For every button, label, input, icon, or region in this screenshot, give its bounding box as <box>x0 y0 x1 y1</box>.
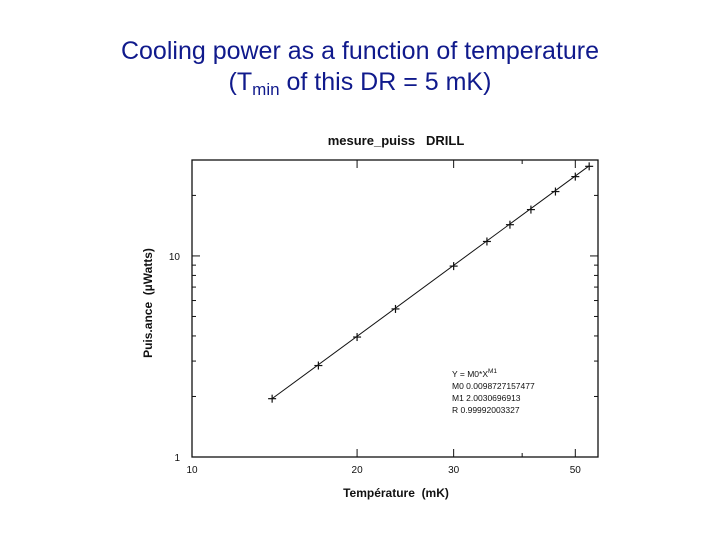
data-point <box>449 262 458 271</box>
data-point <box>314 361 323 370</box>
x-tick-label: 10 <box>186 465 198 476</box>
data-point <box>391 304 400 313</box>
chart-title: mesure_puiss DRILL <box>328 133 465 148</box>
axis-ticks <box>192 159 598 457</box>
tick-labels: 10 20 30 50 1 10 <box>169 252 581 476</box>
data-point <box>526 205 535 214</box>
slide-title-subscript: min <box>252 80 280 99</box>
data-point <box>482 237 491 246</box>
slide-title-line-1: Cooling power as a function of temperatu… <box>120 37 600 65</box>
x-tick-label: 30 <box>448 465 460 476</box>
fit-annotation: R 0.99992003327 <box>452 405 520 415</box>
y-tick-label: 1 <box>174 453 180 464</box>
x-tick-label: 50 <box>570 465 582 476</box>
fit-annotations: Y = M0*XM1 M0 0.0098727157477 M1 2.0030696… <box>452 368 535 415</box>
data-point <box>551 187 560 196</box>
fit-annotation: M0 0.0098727157477 <box>452 381 535 391</box>
fit-line <box>271 165 590 400</box>
data-point <box>571 172 580 181</box>
data-point <box>353 333 362 342</box>
x-axis-label: Température (mK) <box>343 486 449 500</box>
slide-title: Cooling power as a function of temperatu… <box>0 36 720 105</box>
fit-annotation: Y = M0*XM1 <box>452 368 497 379</box>
fit-formula-exponent: M1 <box>488 368 497 375</box>
fit-annotation: M1 2.0030696913 <box>452 393 521 403</box>
y-axis-label: Puis.ance (µWatts) <box>141 248 155 358</box>
slide-title-suffix: of this DR = 5 mK) <box>279 68 492 96</box>
data-point <box>268 394 277 403</box>
slide-title-prefix: (T <box>228 68 253 96</box>
data-point <box>505 220 514 229</box>
y-tick-label: 10 <box>169 252 181 263</box>
x-tick-label: 20 <box>352 465 364 476</box>
fit-formula-base: Y = M0*X <box>452 369 488 379</box>
plot-frame <box>191 159 599 458</box>
data-point <box>585 162 594 171</box>
slide-title-line-2: (Tmin of this DR = 5 mK) <box>0 67 720 105</box>
data-markers <box>268 162 594 403</box>
